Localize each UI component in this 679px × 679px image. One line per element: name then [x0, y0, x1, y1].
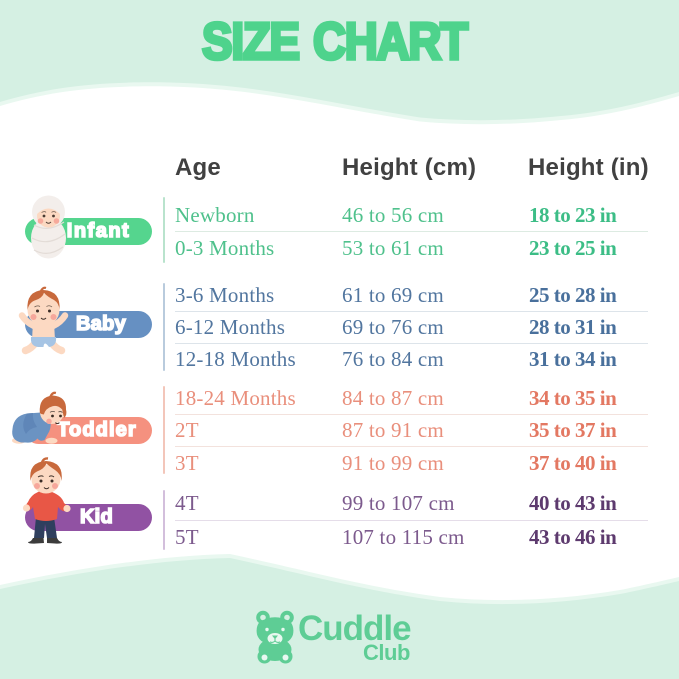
svg-text:Club: Club	[363, 640, 410, 665]
svg-text:Cuddle: Cuddle	[298, 609, 411, 648]
